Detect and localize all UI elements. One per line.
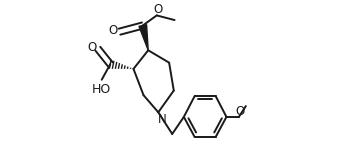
Text: O: O (235, 105, 244, 118)
Text: O: O (153, 4, 163, 16)
Text: N: N (158, 113, 166, 126)
Text: HO: HO (91, 83, 111, 96)
Polygon shape (139, 25, 148, 50)
Text: O: O (109, 24, 118, 37)
Text: O: O (87, 42, 97, 54)
